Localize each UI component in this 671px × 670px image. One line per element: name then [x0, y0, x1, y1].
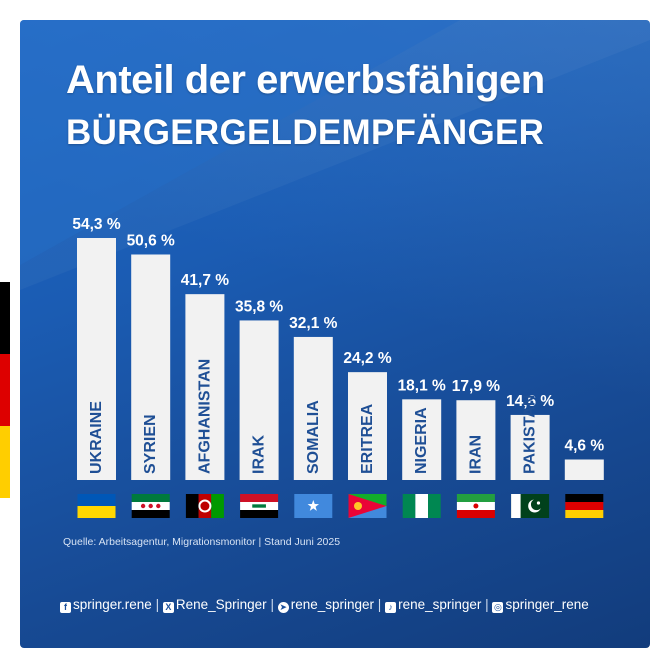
title-line-2: BÜRGERGELDEMPFÄNGER	[66, 113, 545, 152]
flag-iraq-icon	[240, 494, 279, 518]
facebook-icon: f	[60, 602, 71, 613]
bar-afghanistan	[185, 294, 225, 480]
footer-separator: |	[270, 597, 274, 612]
category-label: SOMALIA	[305, 400, 322, 474]
category-label: AFGHANISTAN	[196, 359, 213, 474]
bar-chart: 54,3 % UKRAINE 50,6 % SYRIEN 41,7 % AFGHANIST…	[72, 216, 604, 518]
infographic-card: Anteil der erwerbsfähigen BÜRGERGELDEMPF…	[20, 20, 650, 648]
value-label: 17,9 %	[452, 378, 500, 395]
flag-stripe-black	[0, 282, 10, 354]
bar-irak	[239, 320, 279, 480]
tiktok-icon: ♪	[385, 602, 397, 613]
flag-somalia-icon	[294, 494, 333, 518]
category-label: UKRAINE	[88, 401, 105, 474]
telegram-handle[interactable]: rene_springer	[290, 597, 375, 612]
category-label: PAKISTAN	[522, 395, 539, 474]
category-label: SYRIEN	[142, 414, 159, 474]
category-label: IRAK	[251, 434, 268, 474]
footer-separator: |	[155, 597, 160, 612]
flag-ukraine-icon	[77, 494, 116, 518]
bar-iran	[456, 400, 496, 480]
facebook-handle[interactable]: springer.rene	[73, 597, 152, 612]
bar-pakistan	[510, 414, 550, 480]
value-label: 24,2 %	[343, 350, 391, 367]
flag-afghanistan-icon	[185, 494, 224, 518]
footer-separator: |	[485, 597, 489, 612]
value-label: 14,6 %	[506, 393, 554, 410]
category-label: ERITREA	[359, 403, 376, 474]
instagram-handle[interactable]: springer_rene	[505, 597, 589, 612]
instagram-icon: ◎	[492, 602, 504, 613]
flag-pakistan-icon	[511, 494, 550, 518]
bar-nigeria	[402, 399, 442, 480]
tiktok-handle[interactable]: rene_springer	[398, 597, 482, 612]
title-line-1: Anteil der erwerbsfähigen	[66, 58, 545, 102]
bar-syrien	[131, 254, 171, 480]
footer-separator: |	[377, 597, 382, 612]
x-handle[interactable]: Rene_Springer	[175, 597, 267, 612]
value-label: 54,3 %	[72, 216, 120, 233]
bar-ukraine	[77, 238, 116, 480]
source-note: Quelle: Arbeitsagentur, Migrationsmonito…	[63, 536, 341, 548]
flag-germany-icon	[565, 494, 604, 518]
bar-deutschland	[564, 459, 604, 480]
value-label: 18,1 %	[398, 377, 446, 394]
bar-somalia	[293, 336, 333, 480]
value-label: 41,7 %	[181, 272, 229, 289]
value-label: 32,1 %	[289, 315, 337, 332]
category-label: NIGERIA	[413, 407, 430, 474]
telegram-icon: ➤	[277, 602, 289, 613]
value-label: 4,6 %	[564, 437, 604, 454]
flag-syria-icon	[131, 494, 170, 518]
flag-stripe-gold	[0, 426, 10, 498]
flag-nigeria-icon	[402, 494, 441, 518]
flag-iran-icon	[456, 494, 495, 518]
category-label: IRAN	[467, 435, 484, 474]
flag-stripe-red	[0, 354, 10, 426]
value-label: 35,8 %	[235, 298, 283, 315]
german-flag-stripe	[0, 282, 10, 498]
social-footer: f springer.rene | X Rene_Springer | ➤ rene_…	[60, 597, 640, 613]
value-label: 50,6 %	[127, 232, 175, 249]
flag-eritrea-icon	[348, 494, 387, 518]
diagonal-overlay	[20, 20, 650, 290]
x-icon: X	[162, 602, 174, 613]
bar-eritrea	[348, 372, 387, 480]
